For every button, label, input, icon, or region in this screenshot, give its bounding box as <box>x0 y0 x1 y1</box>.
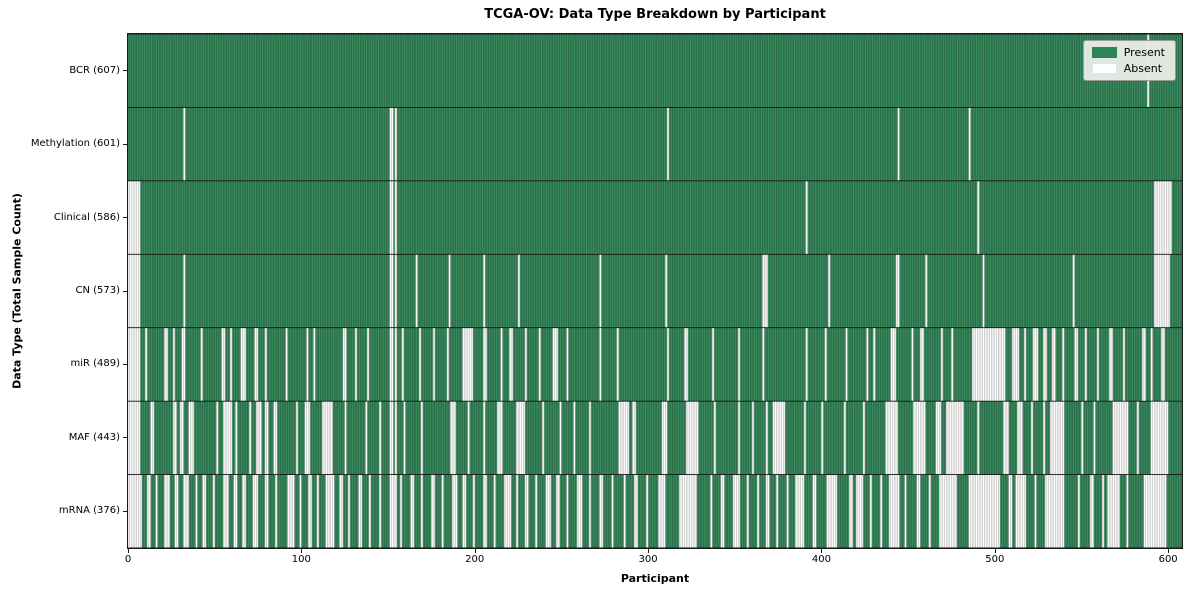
y-tick <box>123 143 127 145</box>
x-tick-label: 0 <box>124 554 132 565</box>
y-tick <box>123 70 127 72</box>
x-tick <box>1168 549 1170 553</box>
y-tick-label: Clinical (586) <box>53 211 120 223</box>
x-tick <box>474 549 476 553</box>
legend-item-absent: Absent <box>1091 62 1165 75</box>
y-tick <box>123 217 127 219</box>
y-tick-label: BCR (607) <box>69 64 120 76</box>
y-tick-label: mRNA (376) <box>58 505 120 517</box>
y-tick-label: miR (489) <box>70 358 120 370</box>
x-tick-label: 600 <box>1158 554 1178 565</box>
legend-label-absent: Absent <box>1123 62 1163 75</box>
x-tick-label: 300 <box>638 554 658 565</box>
x-tick <box>648 549 650 553</box>
y-tick <box>123 510 127 512</box>
x-tick <box>128 549 129 553</box>
legend-label-present: Present <box>1123 46 1165 59</box>
y-tick <box>123 363 127 365</box>
y-tick-label: Methylation (601) <box>30 138 120 150</box>
chart-title: TCGA-OV: Data Type Breakdown by Particip… <box>484 7 826 22</box>
legend: Present Absent <box>1082 40 1176 81</box>
x-tick-label: 500 <box>985 554 1005 565</box>
x-tick <box>301 549 303 553</box>
x-tick-label: 200 <box>465 554 485 565</box>
x-axis-label: Participant <box>620 572 690 585</box>
present-swatch <box>1091 47 1117 58</box>
absent-swatch <box>1091 63 1117 74</box>
y-tick <box>123 437 127 439</box>
heatmap-canvas <box>128 34 1182 548</box>
plot-area: Present Absent <box>127 33 1183 549</box>
y-tick-label: MAF (443) <box>68 431 120 443</box>
x-tick <box>994 549 996 553</box>
x-tick <box>821 549 823 553</box>
y-tick-label: CN (573) <box>75 285 120 296</box>
x-tick-label: 400 <box>811 554 831 565</box>
legend-item-present: Present <box>1091 46 1165 59</box>
x-tick-label: 100 <box>291 554 311 565</box>
y-tick <box>123 290 127 292</box>
